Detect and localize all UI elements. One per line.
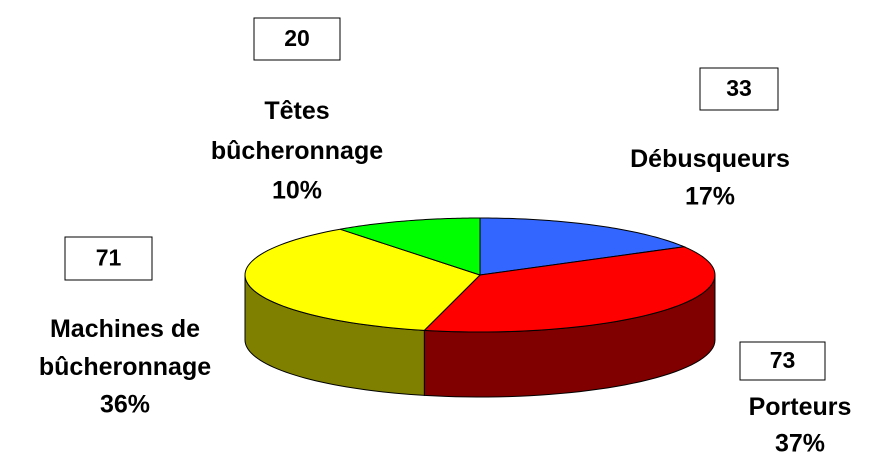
category-line: Porteurs <box>749 393 852 421</box>
category-label: Têtes bûcheronnage <box>211 97 383 165</box>
count-box <box>64 236 153 281</box>
slice <box>423 246 716 333</box>
category-label: Porteurs <box>749 393 852 421</box>
count-label: 71 <box>96 245 122 271</box>
category-line: bûcheronnage <box>39 353 211 381</box>
percent-label: 10% <box>272 177 322 205</box>
category-label: Débusqueurs <box>630 145 790 173</box>
slice <box>339 217 481 276</box>
category-line: bûcheronnage <box>211 137 383 165</box>
count-box <box>699 67 779 111</box>
count-label: 33 <box>726 75 752 101</box>
percent-label: 36% <box>100 391 150 419</box>
count-label: 73 <box>770 347 796 373</box>
percent-label: 37% <box>775 430 825 455</box>
slice <box>244 228 481 331</box>
category-line: Têtes <box>264 97 329 125</box>
percent-label: 17% <box>685 183 735 211</box>
category-label: Machines de bûcheronnage <box>39 315 211 381</box>
slice <box>479 217 687 276</box>
count-box <box>739 341 826 381</box>
count-label: 20 <box>284 25 310 51</box>
count-box <box>253 17 341 61</box>
category-line: Débusqueurs <box>630 145 790 173</box>
category-line: Machines de <box>50 315 200 343</box>
